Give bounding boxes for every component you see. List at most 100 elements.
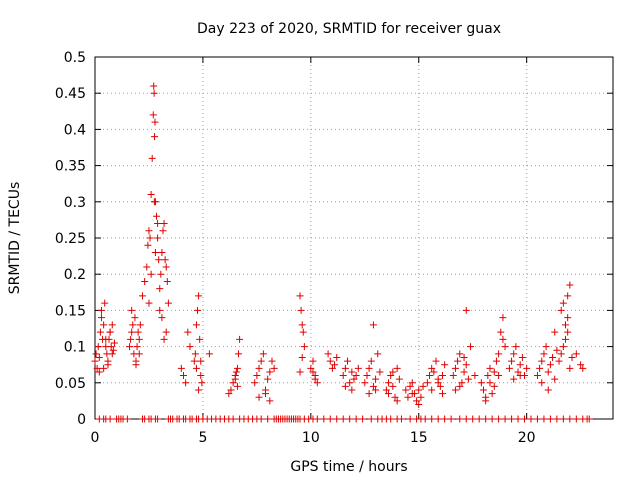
data-point — [486, 364, 494, 372]
data-point — [161, 256, 169, 264]
data-point — [510, 350, 518, 358]
data-point — [300, 343, 308, 351]
data-point — [402, 386, 410, 394]
data-point — [533, 372, 541, 380]
data-point — [264, 375, 272, 383]
data-point — [95, 353, 103, 361]
axis-ticks: 0 0.05 0.1 0.15 0.2 0.25 0.3 0.35 0.4 0.45 0.5 0 5 10… — [55, 50, 613, 446]
data-point — [333, 415, 341, 423]
data-point — [150, 89, 158, 97]
data-point — [299, 328, 307, 336]
data-point — [194, 306, 202, 314]
data-point — [324, 350, 332, 358]
data-point — [456, 382, 464, 390]
data-point — [374, 350, 382, 358]
data-point — [197, 357, 205, 365]
data-point — [415, 386, 423, 394]
data-point — [387, 415, 395, 423]
data-point — [387, 372, 395, 380]
data-point — [341, 382, 349, 390]
data-point — [553, 415, 561, 423]
data-point — [367, 415, 375, 423]
data-point — [146, 234, 154, 242]
data-point — [328, 364, 336, 372]
data-point — [538, 357, 546, 365]
data-point — [564, 292, 572, 300]
data-point — [477, 379, 485, 387]
data-point — [106, 328, 114, 336]
data-point — [428, 415, 436, 423]
data-point — [484, 372, 492, 380]
data-point — [423, 379, 431, 387]
data-point — [97, 314, 105, 322]
data-point — [160, 335, 168, 343]
data-point — [458, 379, 466, 387]
data-point — [309, 368, 317, 376]
data-point — [143, 263, 151, 271]
data-point — [499, 335, 507, 343]
data-point — [298, 321, 306, 329]
data-point — [253, 372, 261, 380]
data-point — [156, 306, 164, 314]
data-point — [482, 397, 490, 405]
data-point — [508, 357, 516, 365]
data-point — [298, 353, 306, 361]
data-point — [259, 350, 267, 358]
data-point — [123, 415, 131, 423]
data-point — [344, 357, 352, 365]
data-point — [382, 386, 390, 394]
data-point — [151, 118, 159, 126]
data-point — [460, 353, 468, 361]
data-point — [160, 220, 168, 228]
data-point — [352, 372, 360, 380]
data-point — [488, 415, 496, 423]
data-point — [486, 379, 494, 387]
data-point — [191, 350, 199, 358]
data-point — [182, 379, 190, 387]
data-point — [436, 382, 444, 390]
y-axis-label: SRMTID / TECUs — [7, 182, 23, 295]
data-point — [150, 82, 158, 90]
data-point — [415, 401, 423, 409]
data-point — [490, 368, 498, 376]
data-point — [151, 133, 159, 141]
data-point — [134, 328, 142, 336]
data-point — [179, 372, 187, 380]
data-point — [297, 306, 305, 314]
data-point — [311, 375, 319, 383]
data-point — [266, 397, 274, 405]
data-point — [367, 357, 375, 365]
data-point — [93, 364, 101, 372]
data-point — [391, 393, 399, 401]
x-tick-label: 5 — [198, 430, 207, 446]
data-point — [495, 415, 503, 423]
data-point — [110, 339, 118, 347]
data-point — [469, 415, 477, 423]
data-point — [233, 382, 241, 390]
data-point — [471, 372, 479, 380]
data-point — [553, 346, 561, 354]
data-point — [163, 277, 171, 285]
data-point — [389, 368, 397, 376]
y-tick-label: 0.05 — [55, 376, 86, 392]
data-point — [164, 299, 172, 307]
data-point — [467, 343, 475, 351]
data-point — [92, 350, 100, 358]
data-point — [232, 368, 240, 376]
data-point — [296, 368, 304, 376]
data-point — [460, 368, 468, 376]
data-point — [546, 361, 554, 369]
data-point — [138, 292, 146, 300]
data-point — [447, 415, 455, 423]
data-point — [94, 343, 102, 351]
x-axis-label: GPS time / hours — [290, 459, 407, 475]
data-point — [376, 368, 384, 376]
data-point — [397, 415, 405, 423]
data-point — [229, 415, 237, 423]
data-point — [107, 343, 115, 351]
data-point — [385, 390, 393, 398]
data-point — [257, 357, 265, 365]
data-point — [393, 397, 401, 405]
data-point — [341, 364, 349, 372]
data-point — [129, 321, 137, 329]
